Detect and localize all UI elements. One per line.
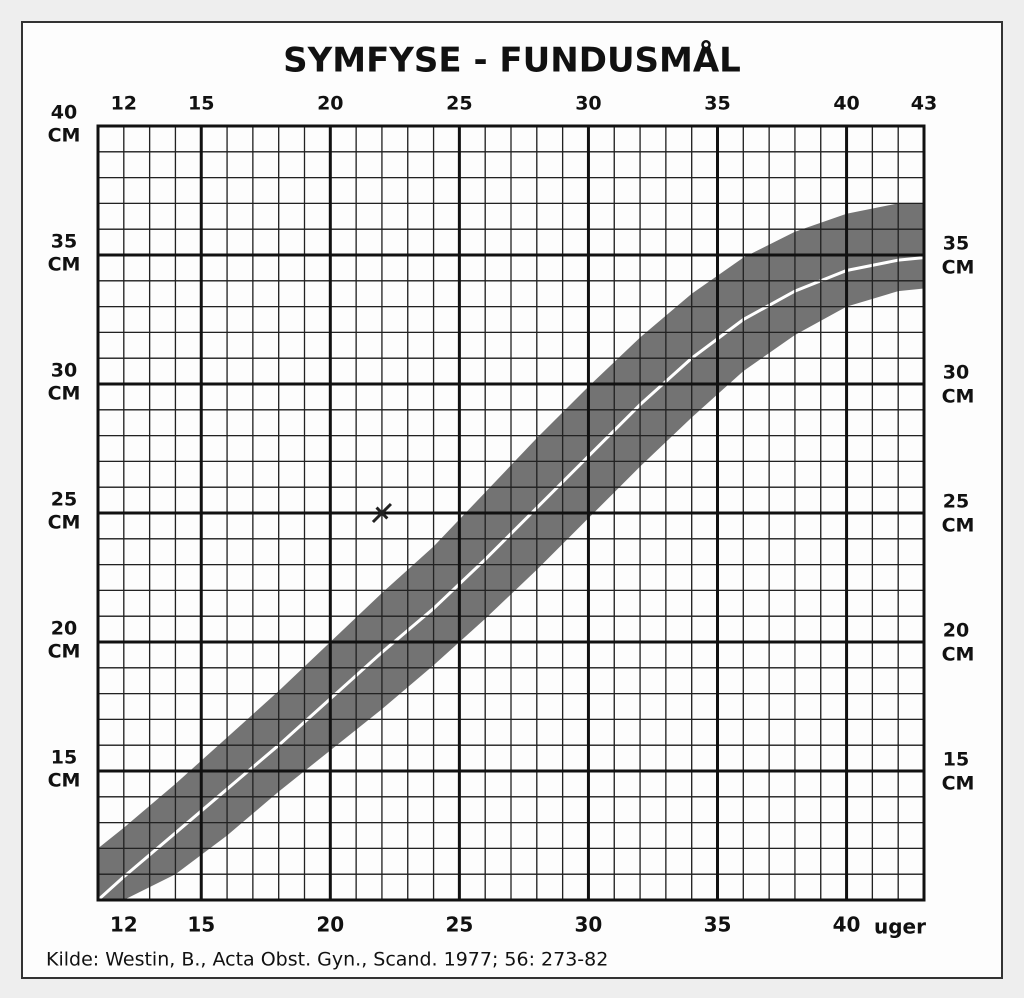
x-tick-label-bottom: 40 [833, 913, 861, 937]
point-stroke [375, 506, 389, 520]
y-unit-label-right: CM [942, 257, 975, 279]
x-tick-label-top: 15 [188, 93, 214, 115]
x-tick-label-bottom: 30 [575, 913, 603, 937]
y-tick-label: 40 [51, 102, 77, 124]
y-tick-label-right: 20 [943, 620, 969, 642]
y-tick-label: 35 [51, 231, 77, 253]
y-unit-label-right: CM [942, 386, 975, 408]
y-unit-label-right: CM [942, 644, 975, 666]
y-unit-label: CM [48, 125, 81, 147]
x-tick-label-bottom: 35 [704, 913, 732, 937]
x-tick-label-top: 20 [317, 93, 343, 115]
x-tick-label-bottom: 15 [187, 913, 215, 937]
x-tick-label-bottom: 25 [445, 913, 473, 937]
y-unit-label-right: CM [942, 773, 975, 795]
plot-frame [96, 124, 926, 902]
x-tick-label-top: 25 [446, 93, 472, 115]
y-tick-label: 15 [51, 747, 77, 769]
y-unit-label: CM [48, 770, 81, 792]
measurement-point [371, 502, 392, 524]
x-tick-label-bottom: 12 [110, 913, 138, 937]
x-axis-label: uger [874, 915, 926, 939]
x-tick-label-bottom: 20 [316, 913, 344, 937]
x-tick-label-top: 43 [911, 93, 937, 115]
y-tick-label-right: 15 [943, 749, 969, 771]
y-unit-label-right: CM [942, 515, 975, 537]
y-unit-label: CM [48, 383, 81, 405]
x-tick-label-top: 40 [833, 93, 859, 115]
y-tick-label-right: 25 [943, 491, 969, 513]
y-tick-label-right: 30 [943, 362, 969, 384]
y-tick-label: 25 [51, 489, 77, 511]
x-tick-label-top: 12 [111, 93, 137, 115]
y-tick-label: 30 [51, 360, 77, 382]
x-tick-label-top: 30 [575, 93, 601, 115]
x-tick-label-top: 35 [704, 93, 730, 115]
chart-title: SYMFYSE - FUNDUSMÅL [283, 40, 741, 81]
y-tick-label: 20 [51, 618, 77, 640]
y-unit-label: CM [48, 641, 81, 663]
y-tick-label-right: 35 [943, 233, 969, 255]
y-unit-label: CM [48, 254, 81, 276]
y-unit-label: CM [48, 512, 81, 534]
source: Kilde: Westin, B., Acta Obst. Gyn., Scan… [46, 949, 608, 971]
